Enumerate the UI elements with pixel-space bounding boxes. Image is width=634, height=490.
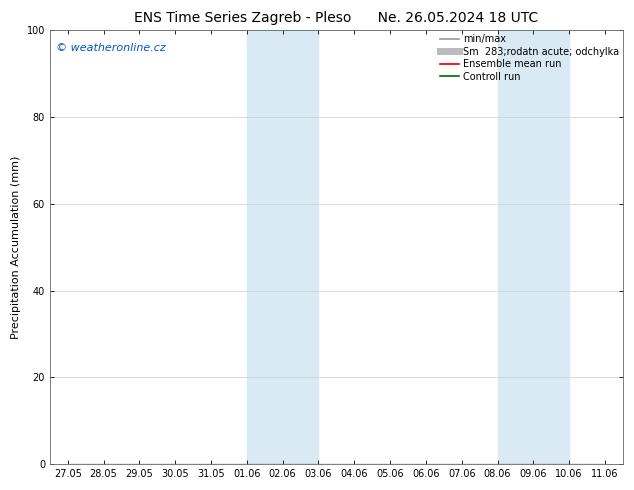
Bar xyxy=(247,30,318,464)
Title: ENS Time Series Zagreb - Pleso      Ne. 26.05.2024 18 UTC: ENS Time Series Zagreb - Pleso Ne. 26.05… xyxy=(134,11,538,25)
Y-axis label: Precipitation Accumulation (mm): Precipitation Accumulation (mm) xyxy=(11,155,21,339)
Bar xyxy=(498,30,569,464)
Text: © weatheronline.cz: © weatheronline.cz xyxy=(56,44,165,53)
Legend: min/max, Sm  283;rodatn acute; odchylka, Ensemble mean run, Controll run: min/max, Sm 283;rodatn acute; odchylka, … xyxy=(437,32,621,84)
